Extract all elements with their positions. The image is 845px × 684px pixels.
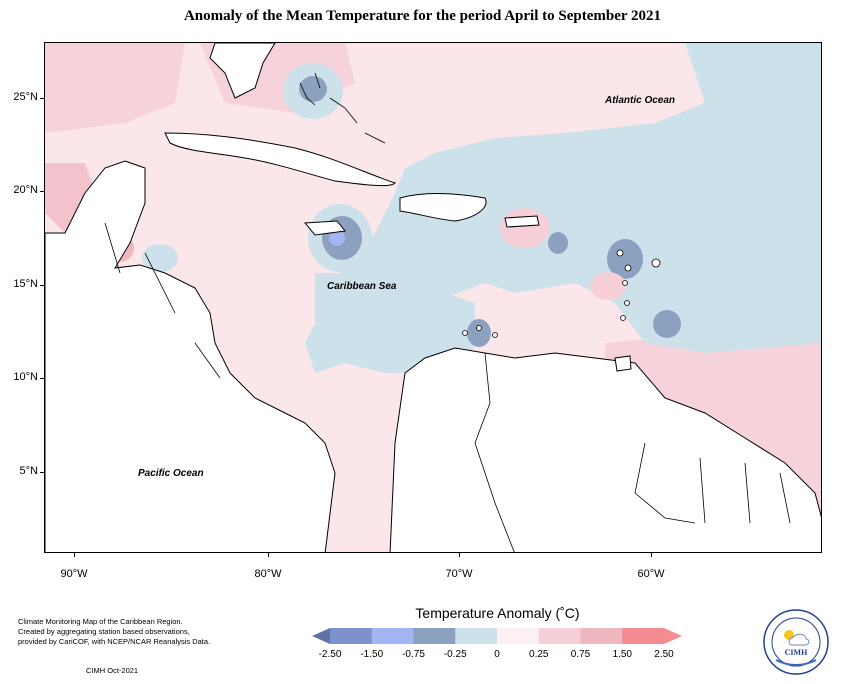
legend-title: Temperature Anomaly (˚C): [415, 605, 580, 621]
legend-swatch: [455, 628, 498, 644]
country-borders: [104, 222, 791, 552]
lon-label-60w: 60°W: [637, 568, 665, 580]
legend-swatch: [371, 628, 414, 644]
lon-tick: [268, 553, 269, 557]
border-guatemala: [104, 222, 121, 274]
legend-swatch: [312, 628, 330, 644]
cool-anomaly-curacao: [467, 319, 491, 347]
lat-tick: [40, 472, 44, 473]
cool-anomaly-vi: [548, 232, 568, 254]
puerto-rico: [504, 215, 540, 228]
lat-label-25n: 25°N: [13, 91, 38, 103]
map-canvas: [45, 43, 821, 552]
legend-swatch: [413, 628, 456, 644]
pacific-ocean-label: Pacific Ocean: [138, 468, 204, 479]
legend-label: 0.25: [529, 649, 549, 660]
lat-tick: [40, 378, 44, 379]
legend-swatch: [622, 628, 665, 644]
warm-anomaly-nw: [45, 43, 185, 133]
legend-swatch: [497, 628, 540, 644]
legend-label: 1.50: [612, 649, 632, 660]
lat-tick: [40, 98, 44, 99]
legend-label: 0: [494, 649, 500, 660]
border-guyana-suriname: [699, 457, 706, 524]
color-scale-legend: [312, 628, 682, 644]
warm-anomaly-martinique: [590, 272, 626, 300]
lat-label-20n: 20°N: [13, 184, 38, 196]
map-title: Anomaly of the Mean Temperature for the …: [183, 8, 662, 24]
border-honduras: [144, 252, 176, 314]
cool-anomaly-guadeloupe: [607, 239, 643, 279]
credit-line: provided by CariCOF, with NCEP/NCAR Rean…: [18, 637, 211, 646]
lat-tick: [40, 285, 44, 286]
cimh-logo: CIMH: [763, 609, 829, 675]
trinidad: [614, 355, 632, 372]
legend-swatch: [580, 628, 623, 644]
legend-label: 2.50: [654, 649, 674, 660]
florida: [209, 43, 276, 99]
lat-label-10n: 10°N: [13, 371, 38, 383]
warm-anomaly-puerto-rico: [500, 208, 550, 248]
credit-text: Climate Monitoring Map of the Caribbean …: [18, 617, 233, 647]
border-nicaragua: [194, 342, 221, 379]
border-venezuela-guyana: [634, 442, 696, 524]
lon-tick: [459, 553, 460, 557]
legend-label: -2.50: [318, 649, 342, 660]
cool-anomaly-jamaica-core: [329, 230, 345, 246]
bahamas: [299, 72, 386, 144]
legend-swatch: [538, 628, 581, 644]
border-colombia-venezuela: [474, 352, 515, 552]
central-america: [45, 160, 336, 552]
lesser-antilles: [462, 249, 661, 338]
legend-label: -0.25: [443, 649, 467, 660]
lat-tick: [40, 191, 44, 192]
lon-label-80w: 80°W: [254, 568, 282, 580]
logo-text: CIMH: [785, 648, 808, 657]
lat-label-5n: 5°N: [19, 465, 38, 477]
cool-anomaly-atlantic: [305, 43, 821, 373]
temperature-anomaly-map: Atlantic Ocean Caribbean Sea Pacific Oce…: [44, 42, 822, 553]
legend-swatch: [664, 628, 682, 644]
lon-label-70w: 70°W: [445, 568, 473, 580]
caribbean-sea-label: Caribbean Sea: [327, 281, 397, 292]
credit-line: Climate Monitoring Map of the Caribbean …: [18, 617, 183, 626]
cool-anomaly-barbados: [653, 310, 681, 338]
cool-anomaly-caribbean: [315, 273, 475, 373]
lat-label-15n: 15°N: [13, 278, 38, 290]
legend-label: -1.50: [360, 649, 384, 660]
land-masses: [45, 43, 821, 552]
lon-tick: [651, 553, 652, 557]
credit-date: CIMH Oct-2021: [86, 666, 139, 675]
legend-label: 0.75: [570, 649, 591, 660]
hispaniola: [399, 193, 487, 222]
legend-label: -0.75: [402, 649, 425, 660]
cuba: [164, 132, 396, 187]
jamaica: [303, 220, 346, 236]
legend-swatch: [330, 628, 373, 644]
lon-tick: [74, 553, 75, 557]
credit-line: Created by aggregating station based obs…: [18, 627, 190, 636]
atlantic-ocean-label: Atlantic Ocean: [605, 95, 676, 106]
border-suriname-guiana: [744, 462, 751, 524]
border-guiana-brazil: [779, 472, 791, 524]
lon-label-90w: 90°W: [60, 568, 88, 580]
